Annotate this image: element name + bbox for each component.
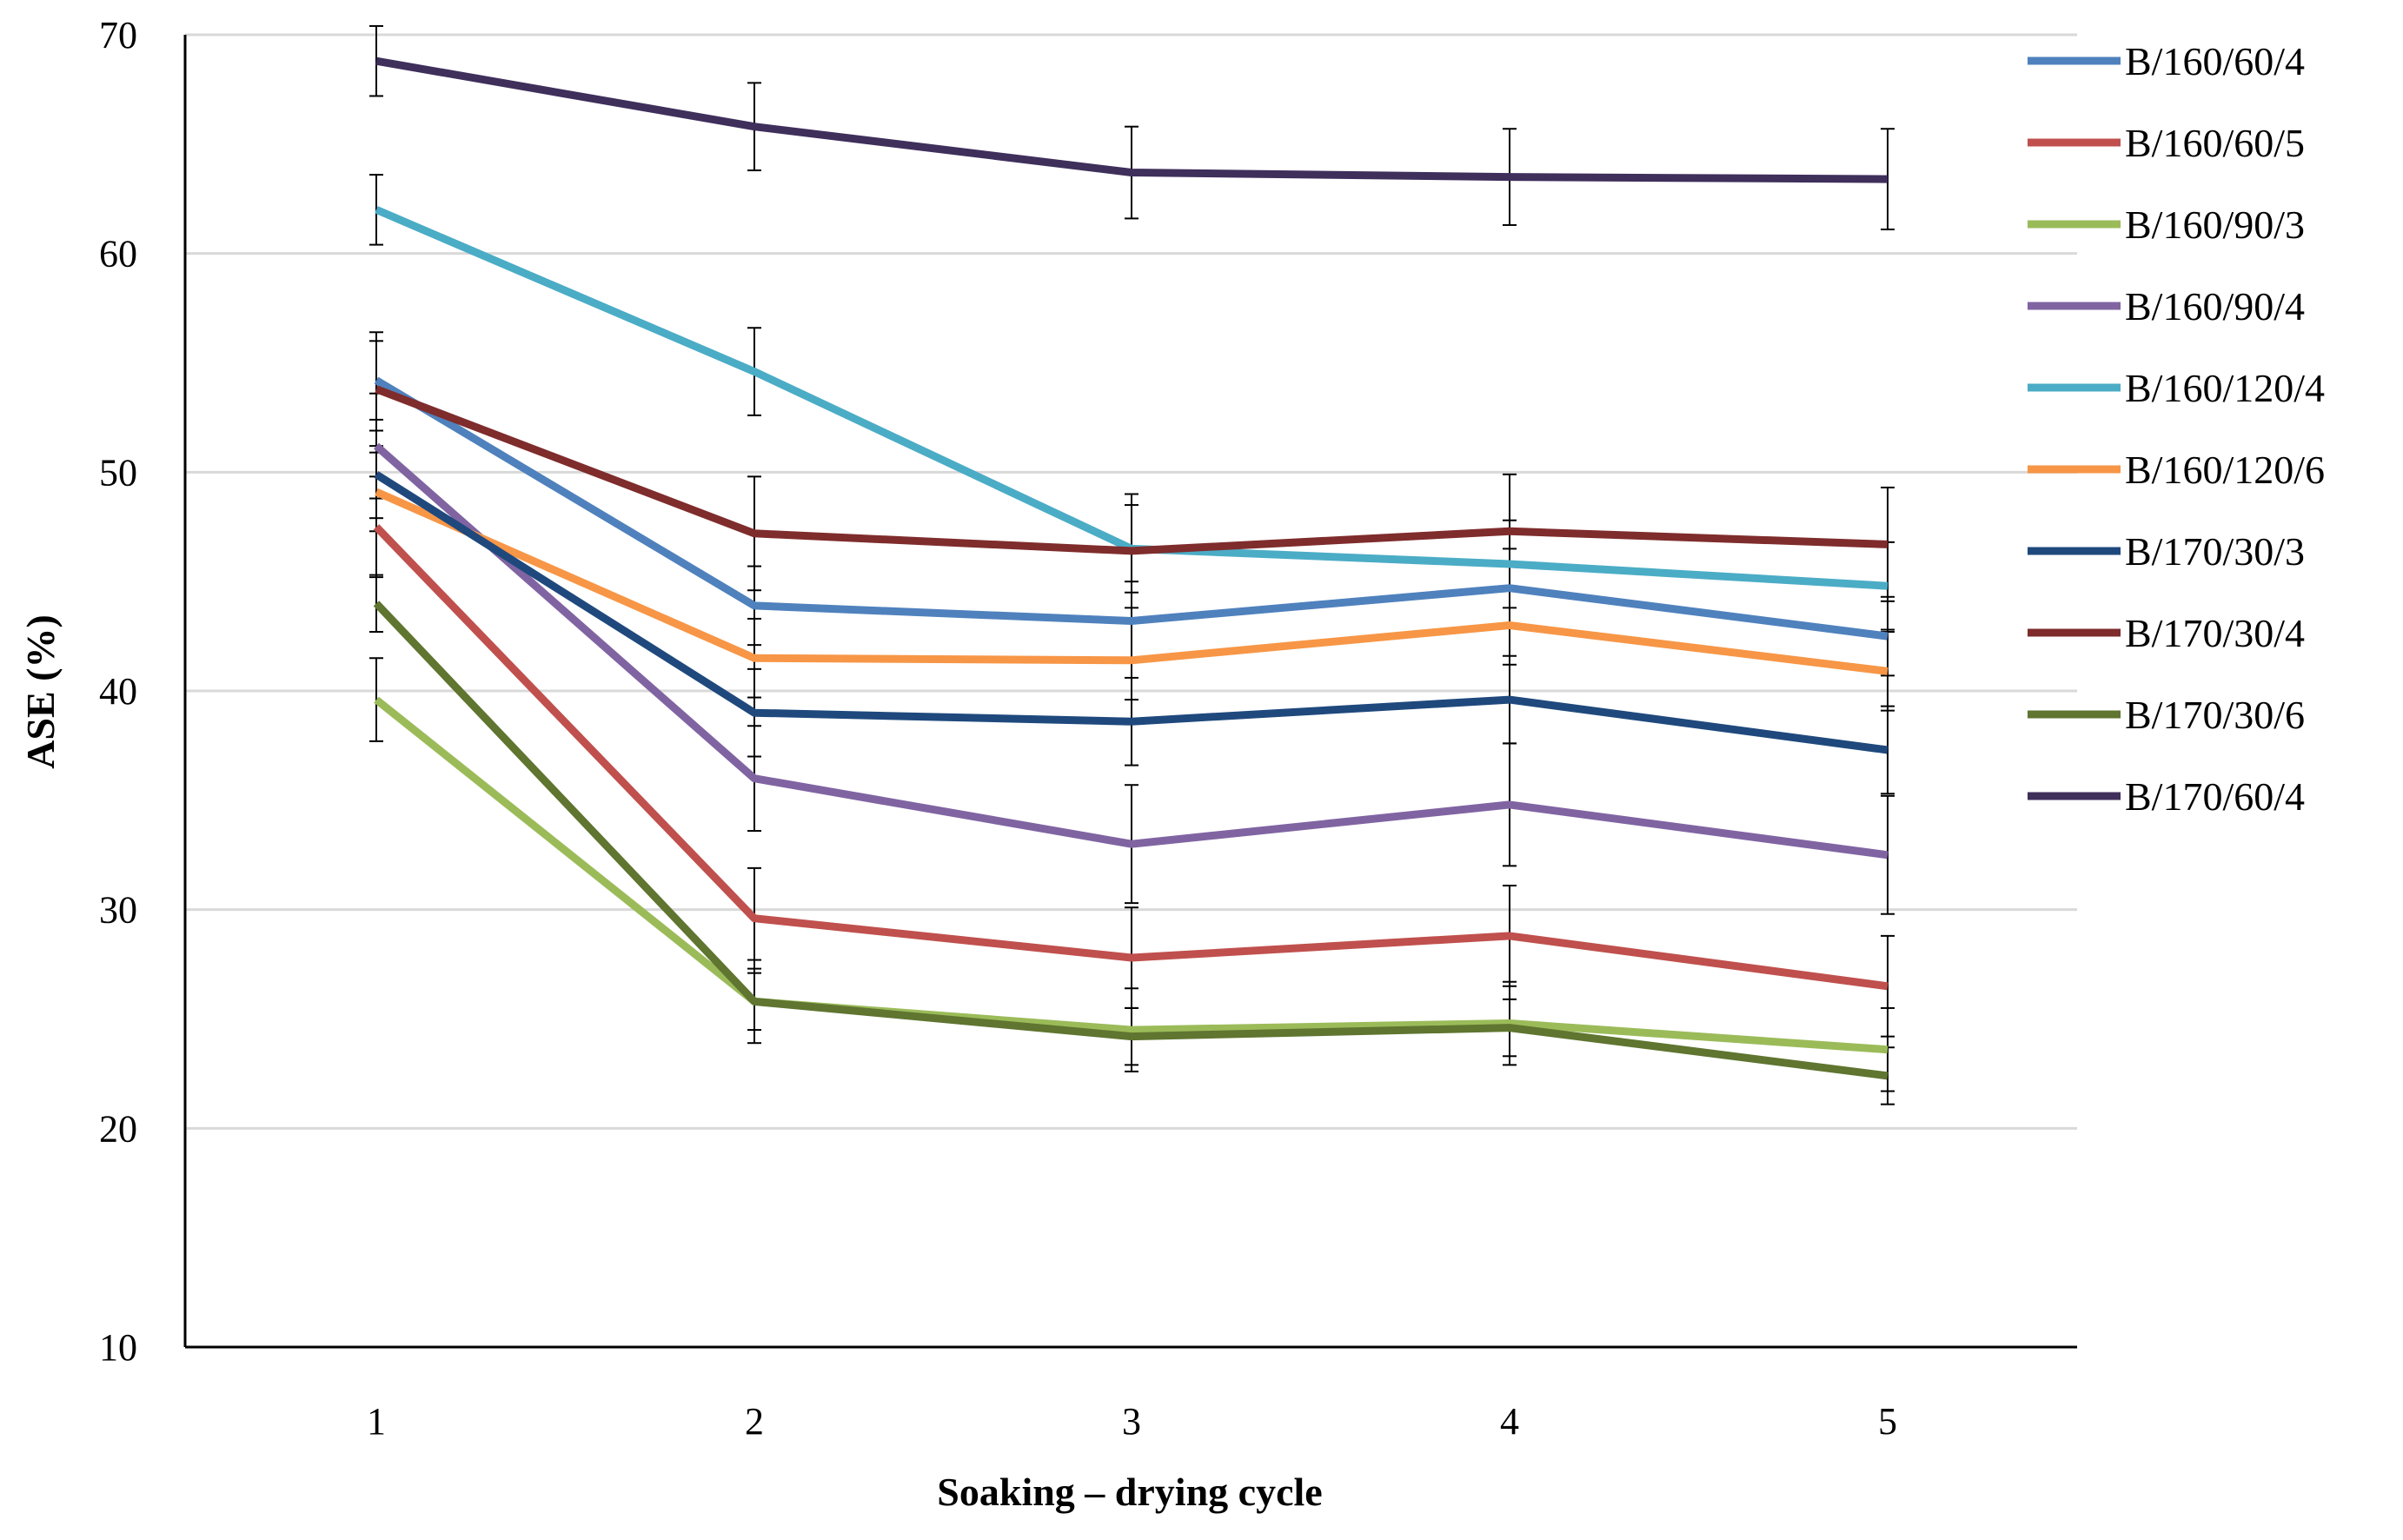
legend-item: B/160/90/4 (2028, 284, 2305, 329)
legend-label: B/160/60/5 (2125, 121, 2305, 165)
legend-item: B/160/60/5 (2028, 121, 2305, 165)
y-tick-label: 30 (99, 889, 137, 932)
legend-label: B/160/90/4 (2125, 284, 2305, 329)
series-lines (373, 56, 1889, 1080)
legend-label: B/160/60/4 (2125, 39, 2305, 83)
legend-item: B/170/30/6 (2028, 693, 2305, 737)
y-tick-label: 10 (99, 1326, 137, 1369)
y-tick-label: 50 (99, 451, 137, 494)
y-tick-label: 60 (99, 233, 137, 275)
series-line-b-170-30-4 (375, 385, 1889, 555)
series-line-b-160-60-5 (373, 524, 1889, 991)
series-line-b-160-90-4 (374, 442, 1889, 860)
legend-label: B/170/30/4 (2125, 611, 2305, 655)
legend-item: B/160/120/4 (2028, 366, 2325, 410)
legend-item: B/170/60/4 (2028, 774, 2305, 819)
x-tick-label: 3 (1122, 1400, 1141, 1443)
legend-label: B/170/30/3 (2125, 529, 2305, 574)
legend-label: B/160/120/4 (2125, 366, 2325, 410)
y-tick-label: 40 (99, 670, 137, 713)
y-axis-title: ASE (%) (18, 614, 63, 769)
legend-item: B/170/30/4 (2028, 611, 2305, 655)
legend-item: B/160/120/6 (2028, 448, 2325, 492)
y-tick-label: 70 (99, 14, 137, 56)
series-line-b-160-90-3 (374, 696, 1889, 1054)
legend: B/160/60/4 B/160/60/5 B/160/90/3 B/160/90/4… (2028, 39, 2325, 819)
legend-item: B/170/30/3 (2028, 529, 2305, 574)
error-bars (369, 24, 1895, 1105)
x-tick-labels: 1 2 3 4 5 (367, 1400, 1897, 1443)
x-tick-label: 1 (367, 1400, 386, 1443)
series-line-b-170-30-3 (374, 471, 1889, 754)
y-tick-label: 20 (99, 1107, 137, 1150)
series-line-b-160-120-6 (375, 488, 1889, 675)
y-tick-labels: 10 20 30 40 50 60 70 (99, 14, 137, 1369)
x-tick-label: 4 (1500, 1400, 1519, 1443)
legend-label: B/170/60/4 (2125, 774, 2305, 819)
legend-label: B/160/120/6 (2125, 448, 2325, 492)
legend-item: B/160/60/4 (2028, 39, 2305, 83)
axes (183, 35, 2077, 1349)
x-axis-title: Soaking – drying cycle (937, 1470, 1322, 1514)
series-line-b-160-60-4 (374, 376, 1889, 641)
legend-item: B/160/90/3 (2028, 202, 2305, 247)
legend-label: B/170/30/6 (2125, 693, 2305, 737)
x-tick-label: 5 (1878, 1400, 1897, 1443)
error-bar (369, 657, 383, 742)
legend-label: B/160/90/3 (2125, 202, 2305, 247)
x-tick-label: 2 (745, 1400, 764, 1443)
series-line-b-170-60-4 (375, 56, 1889, 183)
series-line-b-170-30-6 (373, 601, 1889, 1080)
